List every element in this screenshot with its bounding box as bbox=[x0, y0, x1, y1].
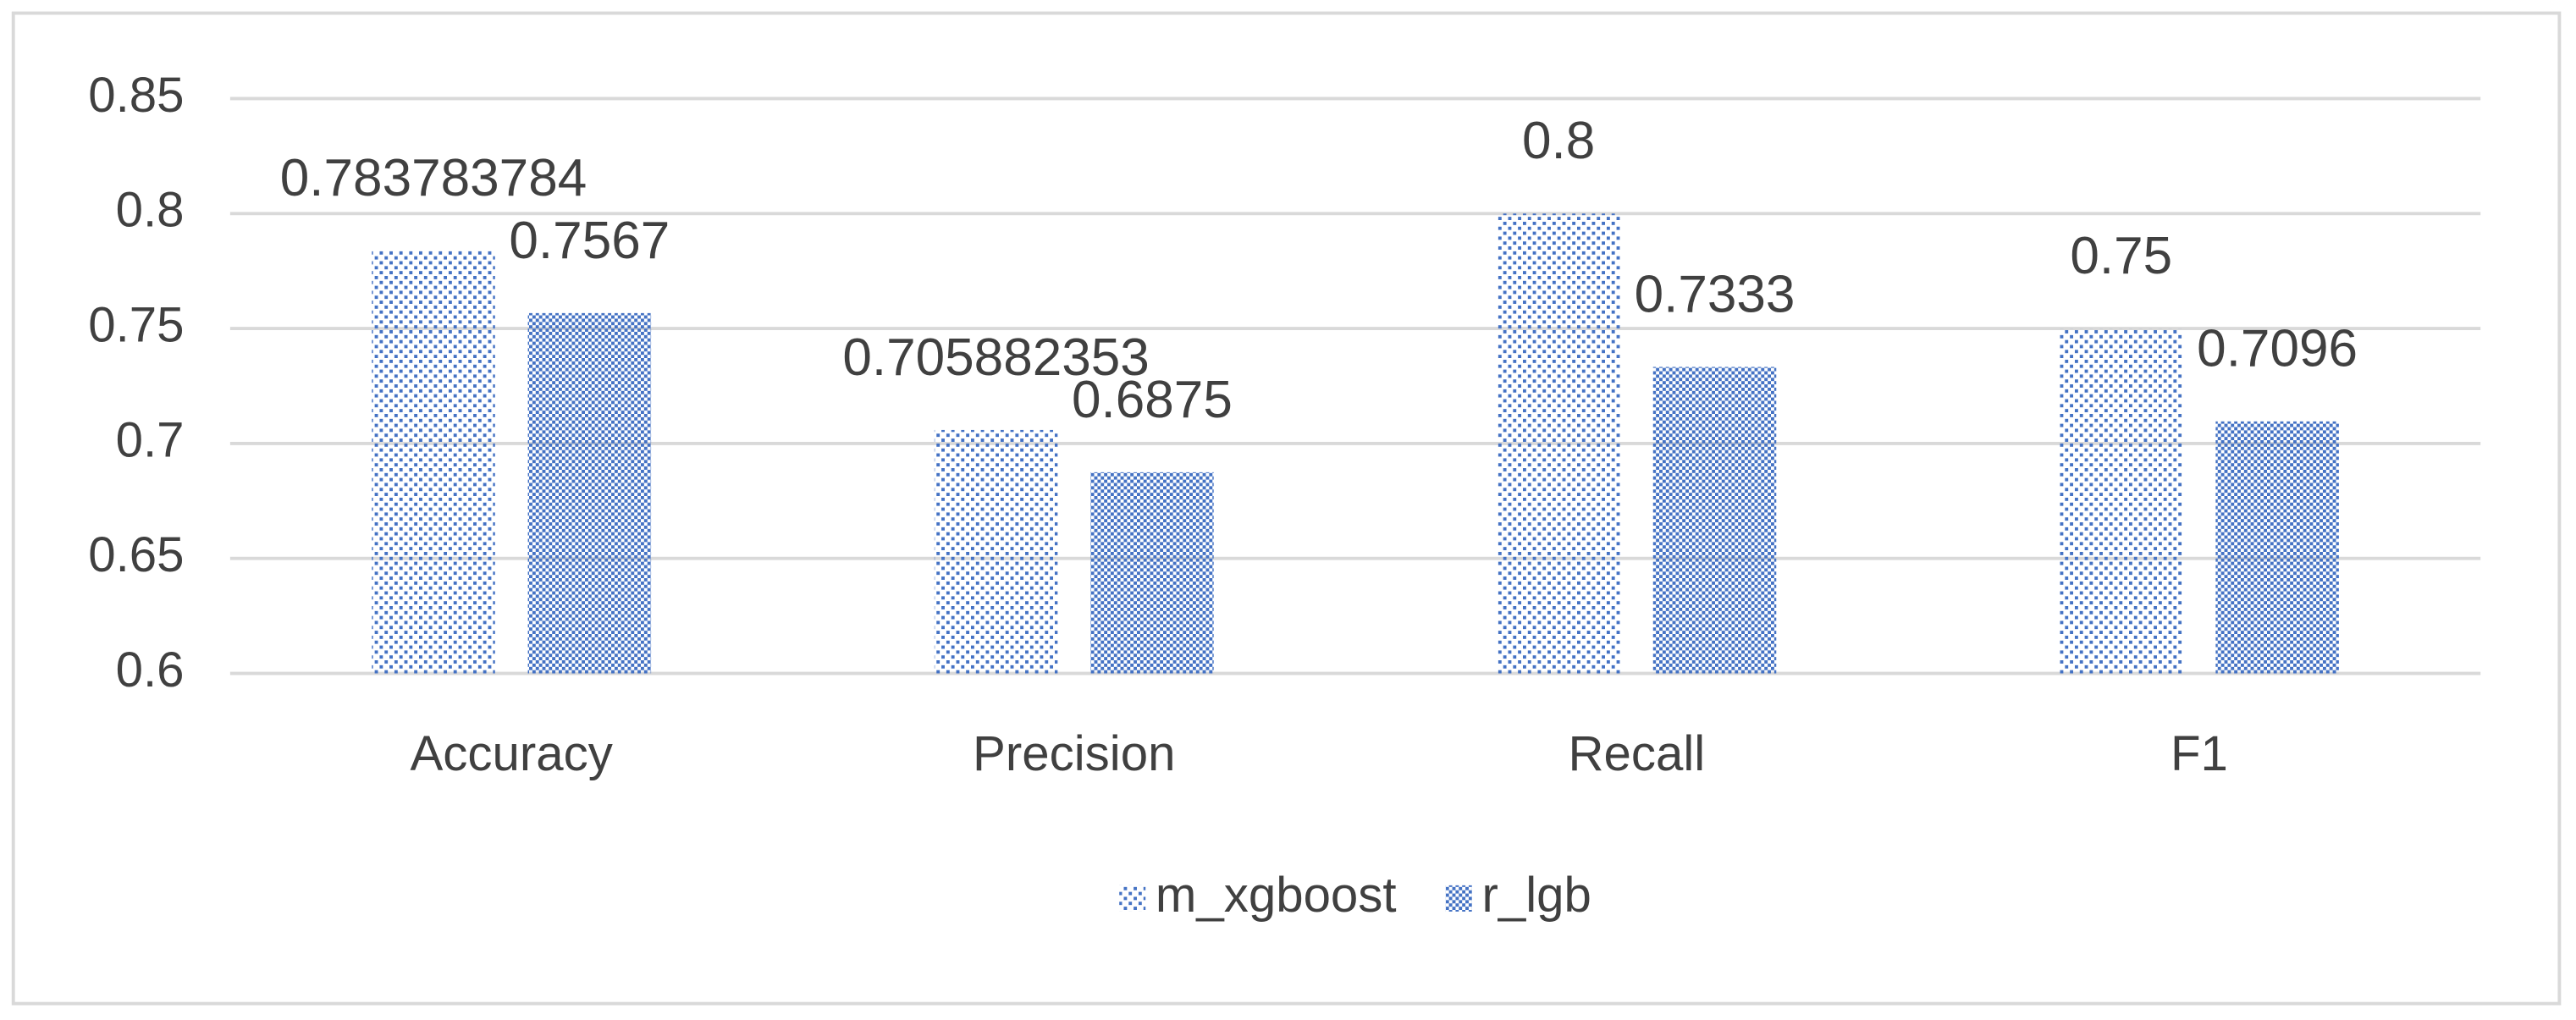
x-tick-label: Precision bbox=[973, 726, 1175, 781]
bar bbox=[1090, 471, 1214, 674]
data-label: 0.783783784 bbox=[280, 149, 587, 207]
bar bbox=[934, 429, 1058, 674]
data-label: 0.6875 bbox=[1072, 371, 1233, 429]
data-label: 0.7096 bbox=[2197, 320, 2358, 378]
bar bbox=[2215, 421, 2339, 674]
y-tick-label: 0.85 bbox=[88, 68, 184, 123]
y-tick-label: 0.65 bbox=[88, 527, 184, 582]
data-label: 0.75 bbox=[2070, 227, 2172, 285]
x-tick-label: Recall bbox=[1568, 726, 1705, 781]
bar bbox=[1497, 213, 1620, 674]
y-tick-label: 0.75 bbox=[88, 297, 184, 352]
bar bbox=[2060, 328, 2183, 674]
y-tick-label: 0.8 bbox=[116, 183, 185, 238]
y-tick-label: 0.7 bbox=[116, 412, 185, 467]
bar bbox=[527, 312, 652, 674]
data-label: 0.8 bbox=[1522, 112, 1595, 170]
data-label: 0.705882353 bbox=[842, 328, 1150, 387]
y-tick-label: 0.6 bbox=[116, 642, 185, 697]
bar bbox=[372, 251, 495, 674]
bar bbox=[1652, 367, 1777, 674]
legend: m_xgboost r_lgb bbox=[1119, 868, 1591, 923]
data-label: 0.7333 bbox=[1635, 265, 1795, 323]
legend-label: m_xgboost bbox=[1156, 868, 1397, 923]
x-tick-label: F1 bbox=[2171, 726, 2228, 781]
legend-swatch bbox=[1119, 885, 1146, 912]
x-tick-label: Accuracy bbox=[410, 726, 612, 781]
legend-swatch bbox=[1445, 885, 1472, 912]
data-label: 0.7567 bbox=[509, 212, 670, 270]
legend-label: r_lgb bbox=[1481, 868, 1591, 923]
